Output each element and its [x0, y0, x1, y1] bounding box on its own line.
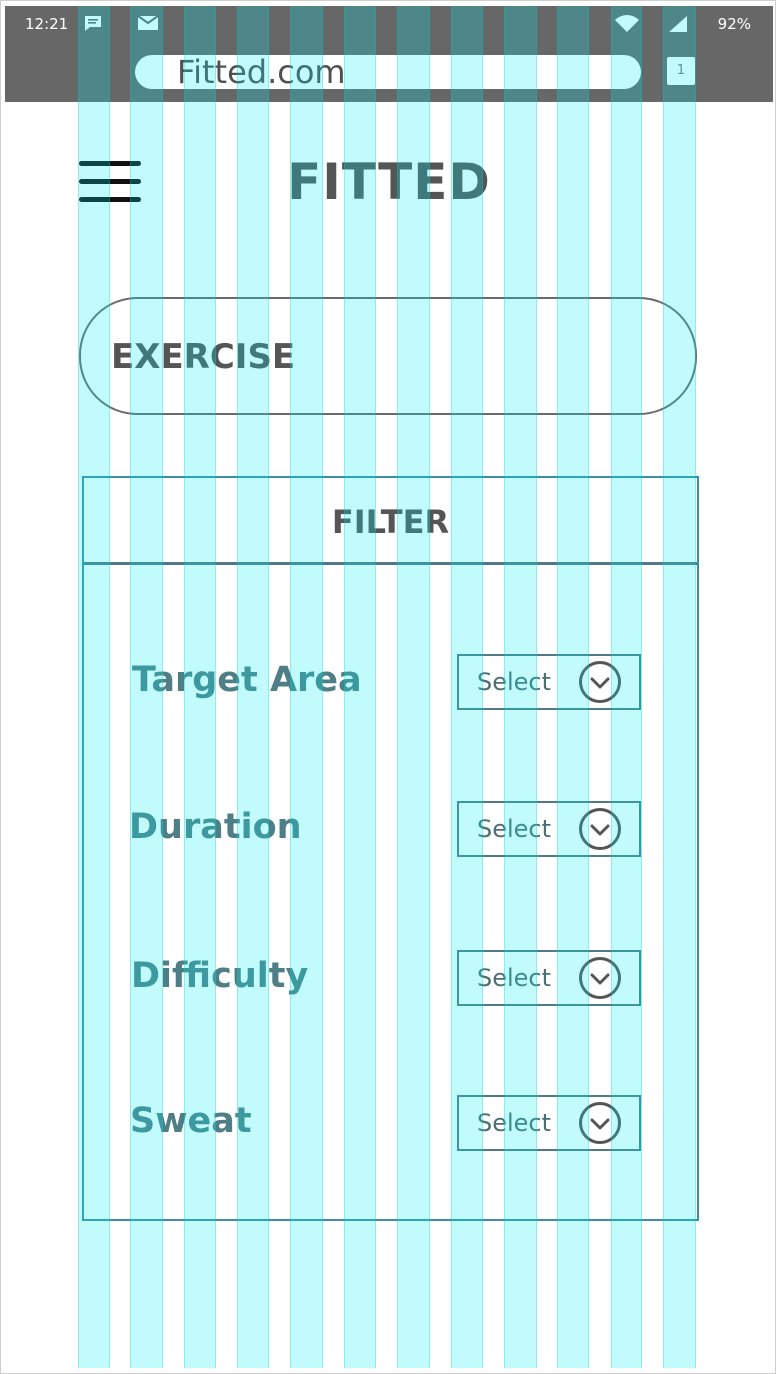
- filter-header: FILTER: [84, 478, 697, 565]
- filter-label: Sweat: [130, 1101, 252, 1141]
- chevron-down-icon: [579, 957, 621, 999]
- chevron-down-icon: [579, 1102, 621, 1144]
- status-time: 12:21: [25, 15, 69, 33]
- filter-title: FILTER: [331, 503, 450, 541]
- sweat-select[interactable]: Select: [457, 1095, 641, 1151]
- chevron-down-icon: [579, 808, 621, 850]
- signal-icon: [668, 15, 688, 37]
- select-text: Select: [477, 668, 552, 696]
- filter-row-difficulty: Difficulty Select: [84, 950, 697, 1010]
- url-text: Fitted.com: [177, 53, 346, 91]
- filter-label: Target Area: [132, 660, 362, 700]
- target-area-select[interactable]: Select: [457, 654, 641, 710]
- difficulty-select[interactable]: Select: [457, 950, 641, 1006]
- filter-row-sweat: Sweat Select: [84, 1095, 697, 1155]
- filter-row-target-area: Target Area Select: [84, 654, 697, 714]
- browser-bar: Fitted.com 1: [5, 40, 773, 102]
- wifi-icon: [614, 15, 640, 37]
- brand-title: FITTED: [287, 153, 491, 211]
- chat-icon: [83, 15, 103, 37]
- select-text: Select: [477, 1109, 552, 1137]
- status-bar: 12:21 92%: [5, 6, 773, 40]
- battery-level: 92%: [717, 15, 751, 33]
- filter-row-duration: Duration Select: [84, 801, 697, 861]
- mail-icon: [137, 15, 159, 35]
- chevron-down-icon: [579, 661, 621, 703]
- filter-label: Duration: [129, 807, 302, 847]
- filter-label: Difficulty: [131, 956, 309, 996]
- exercise-label: EXERCISE: [111, 337, 296, 377]
- url-bar[interactable]: Fitted.com: [135, 53, 641, 91]
- select-text: Select: [477, 964, 552, 992]
- select-text: Select: [477, 815, 552, 843]
- hamburger-icon[interactable]: [79, 161, 141, 203]
- exercise-button[interactable]: EXERCISE: [79, 297, 697, 415]
- filter-panel: FILTER Target Area Select Duration Selec…: [82, 476, 699, 1221]
- duration-select[interactable]: Select: [457, 801, 641, 857]
- tab-count-button[interactable]: 1: [667, 57, 695, 85]
